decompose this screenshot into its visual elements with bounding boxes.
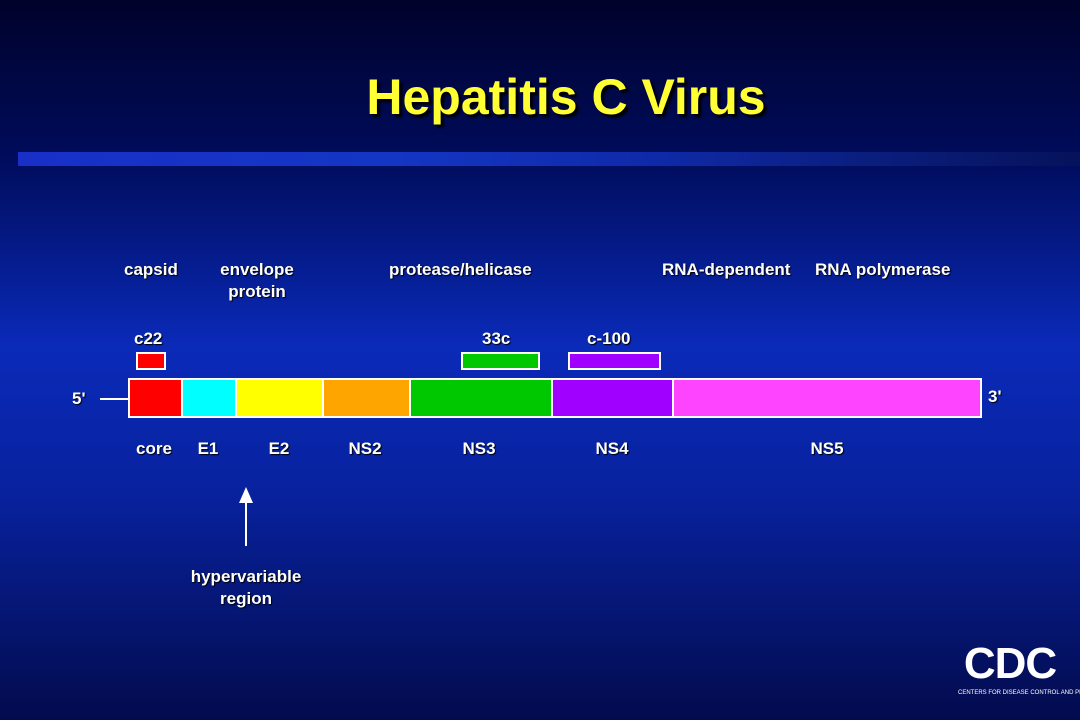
antigen-bar-33c [461,352,540,370]
arrow-up-icon [239,487,253,503]
segment-label-e2: E2 [268,439,290,458]
annotation-line1: hypervariable [190,567,302,586]
three-prime-label: 3' [988,387,1002,406]
antigen-label-c22: c22 [134,329,163,348]
title-divider [18,152,1080,166]
five-prime-label: 5' [72,389,86,408]
arrow-shaft [245,500,247,546]
segment-e1 [183,380,237,416]
label-envelope-line2: protein [228,282,286,301]
label-protease-helicase: protease/helicase [389,260,532,279]
label-capsid: capsid [124,260,178,279]
segment-label-ns3: NS3 [462,439,496,458]
segment-ns5 [674,380,980,416]
segment-label-ns5: NS5 [810,439,844,458]
antigen-label-33c: 33c [482,329,511,348]
segment-label-core: core [136,439,172,458]
label-rna-polymerase: RNA polymerase [815,260,951,279]
antigen-bar-c22 [136,352,166,370]
slide-title: Hepatitis C Virus [366,69,766,125]
segment-ns4 [553,380,674,416]
antigen-label-c100: c-100 [587,329,631,348]
segment-ns3 [411,380,553,416]
annotation-line2: region [220,589,272,608]
segment-ns2 [324,380,411,416]
five-prime-line [100,398,128,400]
label-envelope-line1: envelope [220,260,294,279]
segment-e2 [237,380,324,416]
genome-bar [128,378,982,418]
segment-label-e1: E1 [197,439,219,458]
label-envelope: envelope protein [205,259,309,303]
segment-label-ns4: NS4 [595,439,629,458]
hypervariable-region-label: hypervariable region [166,566,326,610]
segment-label-ns2: NS2 [348,439,382,458]
label-rna-dependent: RNA-dependent [662,260,791,279]
segment-core [130,380,183,416]
cdc-logo-subtitle: CENTERS FOR DISEASE CONTROL AND PREVENTI… [958,690,1080,696]
cdc-logo-text: CDC [963,639,1057,688]
cdc-logo: CDC CENTERS FOR DISEASE CONTROL AND PREV… [958,639,1080,710]
antigen-bar-c100 [568,352,661,370]
